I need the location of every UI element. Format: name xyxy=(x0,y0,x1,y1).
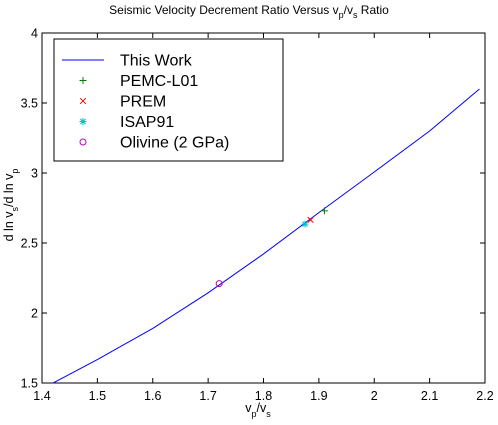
title-mid: /v xyxy=(344,3,353,17)
x-tick-label: 2.1 xyxy=(421,389,438,403)
data-point-2 xyxy=(307,216,314,224)
xlabel-mid: /v xyxy=(257,401,267,415)
y-tick-label: 2 xyxy=(31,307,38,321)
x-tick-label: 2 xyxy=(371,389,378,403)
legend: This Work PEMC-L01 PREM ISAP91 Olivine (2 GP… xyxy=(53,38,284,162)
legend-marker-swatch xyxy=(79,138,87,146)
x-tick-label: 1.7 xyxy=(199,389,216,403)
legend-entry-label: This Work xyxy=(120,53,193,70)
y-tick-label: 4 xyxy=(31,27,38,41)
x-axis-label: vp/vs xyxy=(245,401,271,419)
x-tick-label: 1.4 xyxy=(33,389,50,403)
y-axis-ticks: 1.5 2 2.5 3 3.5 4 xyxy=(21,27,485,391)
data-point-3 xyxy=(301,220,309,228)
ylabel-sub-p: p xyxy=(10,169,20,174)
title-main: Seismic Velocity Decrement Ratio Versus … xyxy=(109,3,338,17)
legend-marker-swatch xyxy=(79,97,87,105)
xlabel-sub-p: p xyxy=(252,409,257,419)
legend-box xyxy=(53,38,284,162)
x-tick-label: 1.8 xyxy=(255,389,272,403)
data-point-4 xyxy=(215,280,223,288)
ylabel-mid: /d ln v xyxy=(2,173,16,207)
legend-marker-swatch xyxy=(79,77,87,84)
series-line-this-work xyxy=(52,88,480,384)
y-tick-label: 1.5 xyxy=(21,377,38,391)
legend-entry-label: PEMC-L01 xyxy=(120,73,198,90)
y-tick-label: 2.5 xyxy=(21,237,38,251)
x-tick-label: 1.6 xyxy=(144,389,161,403)
y-axis-label: d ln vs/d ln vp xyxy=(2,169,20,242)
x-axis-ticks: 1.4 1.5 1.6 1.7 1.8 1.9 2 2.1 2.2 xyxy=(33,33,494,403)
ylabel-sub-s: s xyxy=(10,206,20,211)
series-layer xyxy=(52,88,480,384)
x-tick-label: 1.5 xyxy=(89,389,106,403)
title-sub-p: p xyxy=(339,10,344,20)
data-point-1 xyxy=(320,207,328,215)
y-tick-label: 3 xyxy=(31,167,38,181)
chart-title: Seismic Velocity Decrement Ratio Versus … xyxy=(109,3,389,20)
xlabel-v: v xyxy=(245,401,252,415)
y-tick-label: 3.5 xyxy=(21,97,38,111)
xlabel-sub-s: s xyxy=(266,409,271,419)
legend-entry-label: ISAP91 xyxy=(120,114,174,131)
x-tick-label: 1.9 xyxy=(310,389,327,403)
ylabel-a: d ln v xyxy=(2,211,16,242)
x-tick-label: 2.2 xyxy=(476,389,493,403)
legend-entry-label: PREM xyxy=(120,94,166,111)
title-end: Ratio xyxy=(357,3,389,17)
legend-marker-swatch xyxy=(79,118,87,125)
legend-entry-label: Olivine (2 GPa) xyxy=(120,135,229,152)
title-sub-s: s xyxy=(353,10,358,20)
